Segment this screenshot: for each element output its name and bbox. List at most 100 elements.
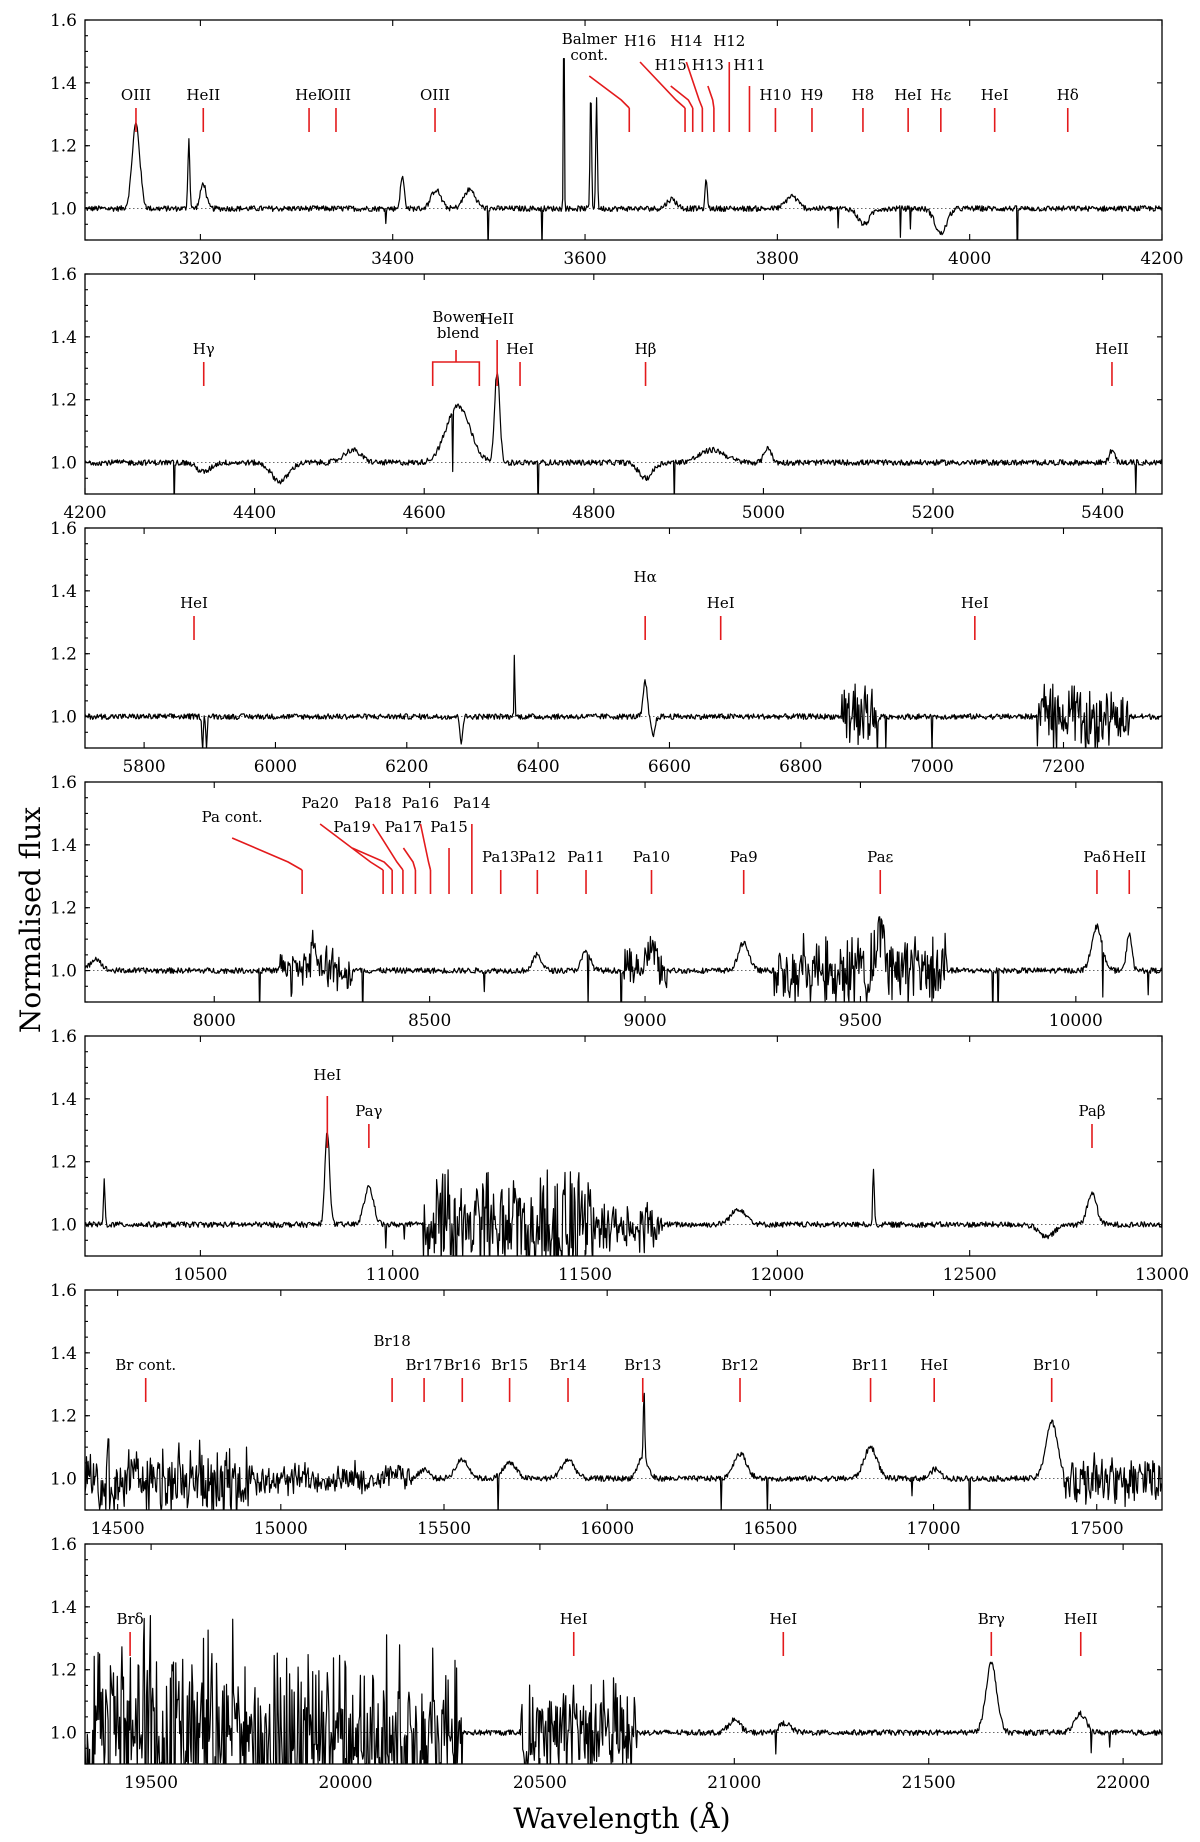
line-label: Pa17: [385, 818, 422, 836]
panel-3: 1.0 1.2 1.4 1.6 5800 6000 6200 6400 6600 6800 7000…: [50, 519, 1163, 777]
x-tick-label: 6600: [648, 757, 691, 777]
spectrum-line: [85, 1131, 1162, 1256]
x-tick-label: 5400: [1081, 503, 1124, 523]
x-tick-label: 6800: [779, 757, 822, 777]
line-label-group: Br13: [624, 1356, 661, 1402]
x-tick-label: 14500: [91, 1519, 145, 1539]
y-tick-label: 1.2: [50, 1661, 77, 1681]
line-label: Hγ: [193, 340, 215, 358]
leader-line: [670, 85, 694, 109]
y-tick-label: 1.0: [50, 708, 77, 728]
line-label-group: Br11: [852, 1356, 889, 1402]
line-label-group: Pa13: [482, 848, 519, 894]
line-label-group: Pa16: [402, 794, 439, 894]
line-label: HeI: [920, 1356, 948, 1374]
panel-4: 1.0 1.2 1.4 1.6 8000 8500 9000 9500 10000 Pa cont…: [50, 773, 1163, 1031]
line-label-group: HeII: [1112, 848, 1146, 894]
y-tick-label: 1.2: [50, 899, 77, 919]
x-tick-label: 11000: [366, 1265, 420, 1285]
line-label-group: HeI: [560, 1610, 588, 1656]
line-label: Paβ: [1078, 1102, 1105, 1120]
line-label: H14: [670, 32, 702, 50]
line-label-group: HeII: [480, 310, 514, 386]
y-tick-label: 1.0: [50, 1724, 77, 1744]
line-label-group: OIII: [420, 86, 450, 132]
panel-6: 1.0 1.2 1.4 1.6 14500 15000 15500 16000 16500 170…: [50, 1281, 1163, 1539]
line-label: HeI: [180, 594, 208, 612]
line-label: H15: [655, 56, 687, 74]
line-label: HeI: [981, 86, 1009, 104]
line-label: Br14: [549, 1356, 586, 1374]
line-label: Hβ: [635, 340, 657, 358]
line-label: Br cont.: [115, 1356, 176, 1374]
leader-line: [319, 823, 384, 871]
line-label-group: H16: [624, 32, 686, 132]
y-tick-label: 1.0: [50, 454, 77, 474]
line-label: H10: [759, 86, 791, 104]
line-label-group: H13: [692, 56, 724, 132]
line-label: OIII: [121, 86, 151, 104]
x-tick-label: 10500: [173, 1265, 227, 1285]
line-label-group: Pa12: [519, 848, 556, 894]
line-label-group: OIII: [121, 86, 151, 132]
spectrum-line: [85, 1615, 1162, 1764]
line-label-group: Br18: [373, 1332, 411, 1402]
line-label: HeI: [894, 86, 922, 104]
line-label: Pa18: [354, 794, 391, 812]
x-tick-label: 9500: [839, 1011, 882, 1031]
line-label: Pa15: [430, 818, 467, 836]
x-tick-label: 20000: [318, 1773, 372, 1793]
x-tick-label: 20500: [513, 1773, 567, 1793]
leader-line: [588, 75, 630, 109]
line-label-group: HeI: [961, 594, 989, 640]
line-label-group: Hγ: [193, 340, 215, 386]
line-label: H12: [713, 32, 745, 50]
bracket-marker: [431, 350, 481, 386]
line-label: Bowen: [432, 308, 484, 326]
line-label-group: Br17: [405, 1356, 443, 1402]
leader-line: [707, 85, 715, 109]
x-tick-label: 16000: [580, 1519, 634, 1539]
y-tick-label: 1.4: [50, 328, 77, 348]
line-label-group: HeI: [769, 1610, 797, 1656]
line-label: H9: [801, 86, 824, 104]
x-tick-label: 7000: [911, 757, 954, 777]
panel-5: 1.0 1.2 1.4 1.6 10500 11000 11500 12000 12500 130…: [50, 1027, 1189, 1285]
x-tick-label: 22000: [1096, 1773, 1150, 1793]
y-tick-label: 1.6: [50, 773, 77, 793]
y-tick-label: 1.6: [50, 1535, 77, 1555]
line-label-group: Paβ: [1078, 1102, 1106, 1148]
x-tick-label: 21500: [902, 1773, 956, 1793]
line-label-group: HeII: [1095, 340, 1129, 386]
y-tick-label: 1.2: [50, 645, 77, 665]
panels: 1.0 1.2 1.4 1.6 3200 3400 3600 3800 4000 4200 OIII…: [50, 11, 1189, 1793]
x-tick-label: 4600: [403, 503, 446, 523]
leader-line: [639, 61, 686, 109]
x-tick-label: 12000: [750, 1265, 804, 1285]
line-label-group: Pa15: [430, 818, 468, 894]
spectrum-line: [85, 58, 1162, 240]
line-label: Pa20: [301, 794, 338, 812]
y-tick-label: 1.4: [50, 1344, 77, 1364]
line-label-group: Pa17: [385, 818, 422, 894]
line-label-second: cont.: [570, 46, 608, 64]
line-label: Hε: [930, 86, 951, 104]
x-tick-label: 6000: [254, 757, 297, 777]
leader-line: [351, 847, 393, 871]
line-label-group: H8: [852, 86, 874, 132]
line-label: HeI: [707, 594, 735, 612]
line-label: Br16: [444, 1356, 481, 1374]
x-tick-label: 9000: [623, 1011, 666, 1031]
line-label: OIII: [321, 86, 351, 104]
x-tick-label: 5800: [122, 757, 165, 777]
y-tick-label: 1.4: [50, 582, 77, 602]
line-label: Br15: [491, 1356, 528, 1374]
x-tick-label: 5200: [911, 503, 954, 523]
leader-line: [402, 847, 417, 871]
line-label-group: H10: [759, 86, 792, 132]
line-label: HeI: [313, 1066, 341, 1084]
line-label-group: Hα: [634, 568, 657, 640]
panel-1: 1.0 1.2 1.4 1.6 3200 3400 3600 3800 4000 4200 OIII…: [50, 11, 1184, 269]
x-tick-label: 4800: [572, 503, 615, 523]
spectrum-line: [85, 371, 1162, 494]
